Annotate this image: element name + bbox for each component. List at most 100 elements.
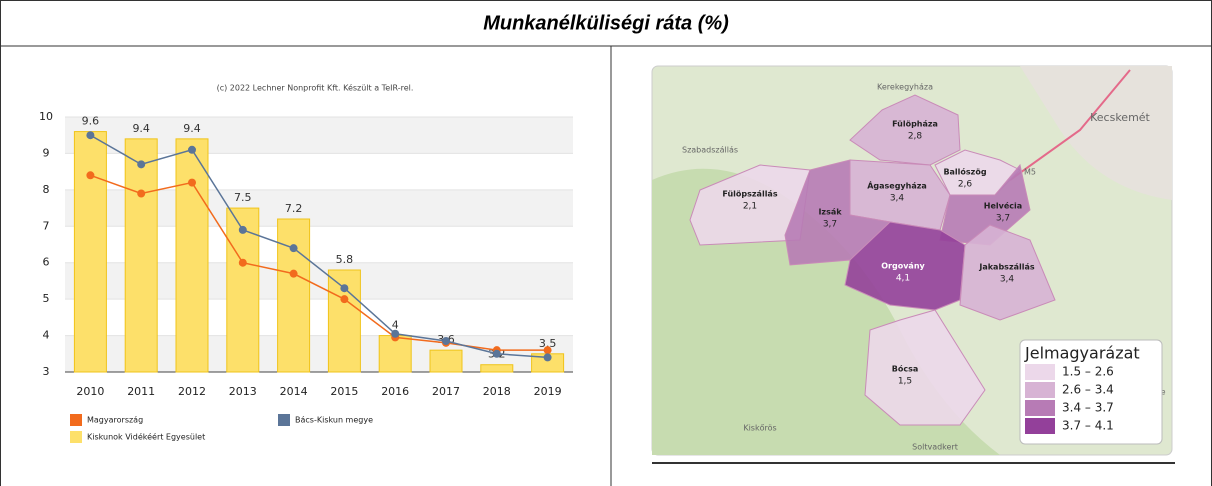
x-tick-label: 2013 [229,385,257,398]
point [137,160,146,169]
region-name: Orgovány [881,262,925,271]
point [340,295,349,304]
y-tick-label: 9 [43,146,50,159]
region-name: Fülöpszállás [722,190,777,199]
point [289,269,298,278]
bar [175,138,209,373]
bar [378,335,412,373]
bar [226,207,260,373]
point [289,244,298,253]
bar [480,364,514,373]
legend-swatch [1025,418,1055,434]
region-name: Izsák [818,208,842,217]
map-road [1009,69,1131,181]
bar [124,138,158,373]
legend-swatch [1025,364,1055,380]
region-value: 2,8 [908,132,923,142]
legend-swatch [70,414,82,426]
region-value: 3,7 [996,214,1010,224]
x-tick-label: 2014 [280,385,308,398]
data-label: 7.2 [285,202,303,215]
region-value: 1,5 [898,377,912,387]
point [492,349,501,358]
legend-box [1019,339,1163,445]
y-tick-label: 6 [43,256,50,269]
place-label: Kiskőrös [743,424,776,433]
legend-label: 1.5 – 2.6 [1062,365,1114,379]
data-label: 3.5 [539,337,557,350]
data-label: 9.4 [132,122,150,135]
place-label: Kerekegyháza [877,83,933,92]
y-tick-label: 3 [43,365,50,378]
chart-subtitle: (c) 2022 Lechner Nonprofit Kft. Készült … [217,83,414,93]
data-label: 7.5 [234,191,252,204]
line [90,174,548,351]
data-label: 9.6 [82,115,100,128]
legend-swatch [278,414,290,426]
legend-label: 3.7 – 4.1 [1062,419,1114,433]
legend-label: Kiskunok Vidékéért Egyesület [87,432,205,442]
place-label: Kecskemét [1090,111,1150,124]
point [543,346,552,355]
legend-swatch [70,431,82,443]
y-tick-label: 8 [43,183,50,196]
region-name: Fülöpháza [892,120,938,129]
region-value: 3,4 [890,194,905,204]
region-name: Helvécia [984,201,1022,211]
legend-label: Bács-Kiskun megye [295,416,373,425]
y-tick-label: 7 [43,219,50,232]
x-tick-label: 2011 [127,385,155,398]
bar [277,218,311,373]
x-tick-label: 2012 [178,385,206,398]
legend-label: 3.4 – 3.7 [1062,401,1114,415]
data-label: 5.8 [336,253,354,266]
data-label: 4 [392,319,399,332]
region-value: 4,1 [896,274,910,284]
point [391,329,400,338]
point [86,131,95,140]
point [86,171,95,180]
y-tick-label: 4 [43,329,50,342]
table-title: Munkanélküliségi ráta (%) [483,12,729,34]
point [543,353,552,362]
legend-label: Magyarország [87,416,143,425]
region-name: Ágasegyháza [867,180,927,191]
legend-swatch [1025,382,1055,398]
point [442,337,450,346]
place-label: Szabadszállás [682,146,738,155]
region-value: 2,6 [958,180,973,190]
region-value: 3,7 [823,220,837,230]
region-value: 2,1 [743,202,757,212]
x-tick-label: 2010 [76,385,104,398]
point [188,145,196,154]
point [340,284,349,293]
region-value: 3,4 [1000,275,1015,285]
region [959,224,1056,321]
x-tick-label: 2016 [381,385,409,398]
data-label: 9.4 [183,122,201,135]
bar [73,131,107,373]
point [238,258,247,267]
region-name: Bócsa [892,364,919,374]
x-tick-label: 2015 [330,385,358,398]
x-tick-label: 2019 [534,385,562,398]
map-city [1020,66,1172,200]
bar [429,349,463,373]
y-tick-label: 5 [43,292,50,305]
place-label: M5 [1024,168,1036,177]
x-tick-label: 2018 [483,385,511,398]
region-name: Ballószög [943,167,986,177]
y-tick-label: 10 [39,110,53,123]
point [188,178,196,187]
legend-title: Jelmagyarázat [1024,344,1140,363]
point [238,225,247,234]
line [90,134,548,359]
region [849,94,961,166]
legend-swatch [1025,400,1055,416]
x-tick-label: 2017 [432,385,460,398]
point [137,189,146,198]
legend-label: 2.6 – 3.4 [1062,383,1114,397]
place-label: Soltvadkert [912,443,958,452]
